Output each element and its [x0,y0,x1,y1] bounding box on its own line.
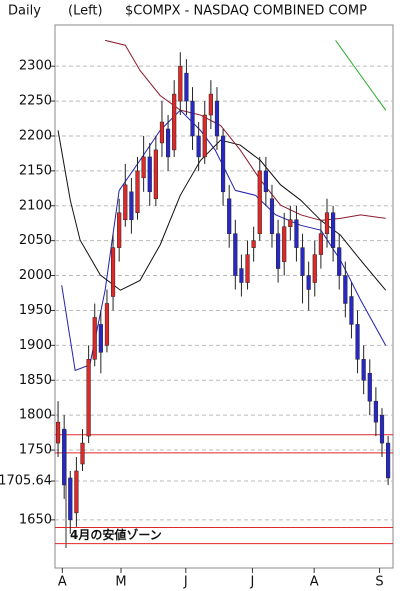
y-tick-label: 1950 [19,303,52,318]
candle-body [98,324,103,353]
y-tick-label: 2000 [19,268,52,283]
candle-body [68,477,73,521]
y-tick-label: 2250 [19,94,52,109]
x-tick-label: S [375,575,383,590]
candle-body [269,198,275,234]
candle-body [202,114,207,158]
candle-body [110,247,116,297]
candle-body [86,359,91,437]
candle-body [172,93,177,151]
candle-body [337,247,342,276]
candle-body [318,233,323,255]
candle-body [343,275,348,304]
candle-body [123,184,128,220]
moving-average-line [335,40,387,111]
candle-body [80,442,85,465]
candle-body [74,470,79,514]
y-tick-label: 1650 [19,512,52,527]
y-tick-label: 2150 [19,163,52,178]
y-tick-label: 1800 [19,408,52,423]
y-tick-label: 1705.64 [0,474,52,489]
candle-body [104,303,110,346]
candle-body [251,240,256,248]
x-tick-label: J [183,575,188,590]
candle-body [55,421,61,444]
candle-body [147,156,152,193]
candle-body [263,170,268,193]
candle-body [245,254,250,283]
y-tick-label: 2100 [19,198,52,213]
header-period: Daily [8,4,41,19]
header-symbol: $COMPX - NASDAQ COMBINED COMP [125,4,367,19]
y-tick-label: 2300 [19,59,52,74]
candle-body [373,400,378,423]
candle-body [92,317,97,360]
candle-body [306,275,311,290]
candle-body [379,414,385,444]
candle-body [349,296,354,325]
candle-body [184,72,189,102]
y-tick-label: 2050 [19,233,52,248]
y-tick-label: 1750 [19,443,52,458]
plot-frame [54,24,394,569]
moving-average-line [61,109,387,372]
candle-body [220,135,226,193]
candle-body [355,324,360,360]
candle-body [282,226,287,262]
candle-body [165,128,171,158]
candle-body [196,135,201,158]
candle-body [312,254,317,283]
y-tick-label: 1850 [19,373,52,388]
header-axis: (Left) [68,4,103,19]
candle-body [324,212,330,234]
candle-body [153,149,158,200]
candle-body [129,191,134,220]
x-tick-label: M [115,575,126,590]
candle-body [294,219,299,248]
candle-body [117,212,122,248]
moving-average-line [57,130,387,291]
candle-body [288,219,293,227]
candle-body [141,156,146,179]
candle-body [190,100,195,137]
x-tick-label: A [58,575,67,590]
candle-body [331,212,336,248]
candle-body [367,373,372,402]
candle-body [62,428,67,486]
candle-body [257,170,262,234]
candle-body [208,93,213,116]
candle-body [239,268,244,283]
candle-body [178,65,183,102]
x-tick-label: A [310,575,319,590]
candle-body [386,442,391,479]
candle-body [159,121,165,144]
candle-body [227,198,232,234]
candle-body [300,247,305,276]
candle-body [214,100,220,137]
annotation: 4月の安値ゾーン [70,527,162,542]
x-tick-label: J [249,575,254,590]
candle-body [276,233,281,269]
y-tick-label: 1900 [19,338,52,353]
candle-body [135,170,140,213]
candle-body [361,359,366,381]
candle-body [233,233,238,276]
y-tick-label: 2200 [19,128,52,143]
